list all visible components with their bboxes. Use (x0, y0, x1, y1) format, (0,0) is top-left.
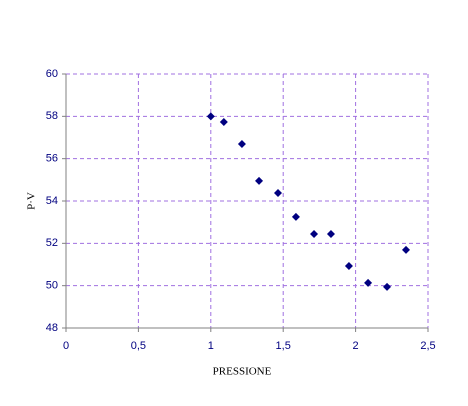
y-axis-title: P·V (26, 192, 38, 210)
point (310, 230, 319, 239)
x-tick-label: 0,5 (131, 340, 146, 352)
x-tick-label: 2,5 (420, 340, 435, 352)
x-axis-title: PRESSIONE (213, 366, 272, 378)
point (291, 212, 300, 221)
x-tick-label: 2 (353, 340, 359, 352)
x-tick-label: 0 (63, 340, 69, 352)
y-tick-label: 52 (46, 237, 58, 249)
point (273, 188, 282, 197)
point (344, 261, 353, 270)
x-tick-label: 1 (208, 340, 214, 352)
point (383, 282, 392, 291)
y-tick-label: 54 (46, 195, 58, 207)
y-tick-label: 50 (46, 280, 58, 292)
point (255, 176, 264, 185)
y-tick-label: 60 (46, 68, 58, 80)
x-tick-label: 1,5 (276, 340, 291, 352)
y-tick-label: 56 (46, 153, 58, 165)
point (206, 112, 215, 121)
point (237, 140, 246, 149)
y-tick-label: 48 (46, 322, 58, 334)
point (401, 245, 410, 254)
point (219, 118, 228, 127)
y-tick-label: 58 (46, 110, 58, 122)
point (364, 278, 373, 287)
point (326, 230, 335, 239)
